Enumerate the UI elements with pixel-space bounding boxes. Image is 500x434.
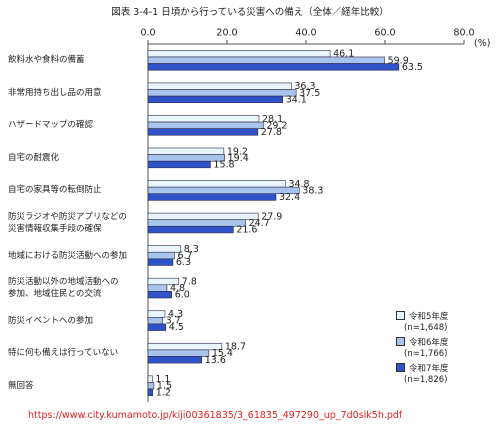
bar bbox=[147, 251, 175, 260]
x-tick-label: 40.0 bbox=[295, 28, 316, 39]
data-label: 34.8 bbox=[288, 179, 309, 190]
bar bbox=[147, 284, 168, 292]
bar bbox=[147, 382, 155, 390]
legend-swatch bbox=[396, 311, 405, 320]
bar bbox=[147, 219, 246, 227]
category-label: 地域における防災活動への参加 bbox=[8, 250, 128, 261]
bar bbox=[147, 323, 167, 331]
bar bbox=[147, 147, 225, 155]
bar bbox=[147, 82, 292, 90]
data-label: 27.8 bbox=[261, 127, 282, 138]
data-label: 18.7 bbox=[225, 342, 246, 353]
x-tick-label: 20.0 bbox=[216, 28, 237, 39]
data-label: 59.9 bbox=[388, 55, 409, 66]
data-label: 4.3 bbox=[168, 309, 183, 320]
x-tick-label: 80.0 bbox=[453, 28, 474, 39]
bar bbox=[147, 89, 297, 97]
legend-label: 令和6年度 bbox=[409, 338, 449, 348]
bar bbox=[147, 310, 166, 318]
x-tick-label: 60.0 bbox=[374, 28, 395, 39]
bar bbox=[147, 180, 286, 188]
data-label: 32.4 bbox=[279, 192, 300, 203]
bar bbox=[147, 226, 234, 234]
bar bbox=[147, 342, 223, 351]
data-label: 38.3 bbox=[302, 185, 323, 196]
data-label: 46.1 bbox=[333, 49, 354, 60]
category-label: 防災イベントへの参加 bbox=[8, 315, 94, 326]
bar bbox=[147, 258, 174, 266]
data-label: 6.3 bbox=[176, 257, 191, 268]
category-label: 無回答 bbox=[8, 380, 34, 391]
data-label: 6.7 bbox=[177, 251, 192, 262]
data-label: 13.6 bbox=[205, 355, 226, 366]
legend-item: 令和7年度 bbox=[396, 362, 448, 374]
data-label: 4.8 bbox=[170, 283, 185, 294]
bar bbox=[147, 317, 163, 325]
category-label: ハザードマップの確認 bbox=[8, 120, 94, 131]
category-label: 非常用持ち出し品の用意 bbox=[8, 87, 102, 98]
category-label: 防災活動以外の地域活動への 参加、地域住民との交流 bbox=[8, 277, 119, 300]
data-label: 34.1 bbox=[286, 94, 307, 105]
x-unit: (%) bbox=[474, 38, 491, 49]
category-label: 防災ラジオや防災アプリなどの 災害情報収集手段の確保 bbox=[8, 212, 127, 234]
data-label: 1.2 bbox=[156, 387, 171, 398]
data-label: 8.3 bbox=[184, 244, 199, 255]
legend-swatch bbox=[396, 363, 405, 372]
data-label: 4.5 bbox=[169, 322, 184, 333]
data-label: 36.3 bbox=[294, 81, 315, 92]
category-label: 特に何も備えは行っていない bbox=[8, 348, 119, 359]
chart-title: 図表 3-4-1 日頃から行っている災害への備え（全体／経年比較） bbox=[111, 7, 389, 18]
bar bbox=[147, 56, 385, 64]
bar bbox=[147, 212, 259, 221]
bar bbox=[147, 160, 211, 169]
data-label: 24.7 bbox=[249, 218, 270, 229]
legend-label: 令和7年度 bbox=[409, 364, 449, 374]
bar bbox=[147, 245, 182, 253]
bar bbox=[147, 121, 264, 129]
bar bbox=[147, 388, 154, 396]
legend-sample-size: (n=1,648) bbox=[404, 323, 448, 333]
bar bbox=[147, 349, 210, 357]
data-label: 63.5 bbox=[402, 62, 423, 73]
data-label: 29.2 bbox=[266, 120, 287, 131]
bar bbox=[147, 291, 173, 299]
bar bbox=[147, 95, 283, 104]
bar bbox=[147, 193, 277, 201]
bar bbox=[147, 375, 153, 383]
data-label: 6.0 bbox=[175, 290, 190, 301]
data-label: 19.2 bbox=[227, 146, 248, 157]
legend-label: 令和5年度 bbox=[409, 312, 449, 322]
legend-sample-size: (n=1,826) bbox=[404, 375, 448, 385]
category-label: 自宅の家具等の転倒防止 bbox=[8, 185, 102, 196]
data-label: 21.6 bbox=[236, 225, 257, 236]
data-label: 27.9 bbox=[261, 211, 282, 222]
data-label: 15.4 bbox=[212, 348, 233, 359]
data-label: 19.4 bbox=[228, 153, 249, 164]
source-link[interactable]: https://www.city.kumamoto.jp/kiji0036183… bbox=[28, 410, 403, 421]
category-label: 飲料水や食料の備蓄 bbox=[8, 55, 85, 66]
data-label: 1.1 bbox=[155, 374, 170, 385]
data-label: 15.8 bbox=[213, 160, 234, 171]
bar bbox=[147, 63, 400, 71]
data-label: 1.5 bbox=[157, 381, 172, 392]
data-label: 7.8 bbox=[182, 276, 197, 287]
legend-sample-size: (n=1,766) bbox=[404, 349, 448, 359]
bar bbox=[147, 50, 331, 58]
bar bbox=[147, 186, 300, 195]
legend-item: 令和6年度 bbox=[396, 336, 448, 348]
legend-swatch bbox=[396, 337, 405, 346]
legend-item: 令和5年度 bbox=[396, 310, 448, 322]
bar bbox=[147, 115, 260, 123]
data-label: 37.5 bbox=[299, 88, 320, 99]
bar bbox=[147, 356, 203, 364]
data-label: 28.1 bbox=[262, 114, 283, 125]
x-tick-label: 0.0 bbox=[140, 28, 155, 39]
category-label: 自宅の耐震化 bbox=[8, 152, 60, 163]
data-label: 3.7 bbox=[166, 316, 181, 327]
bar bbox=[147, 128, 259, 136]
